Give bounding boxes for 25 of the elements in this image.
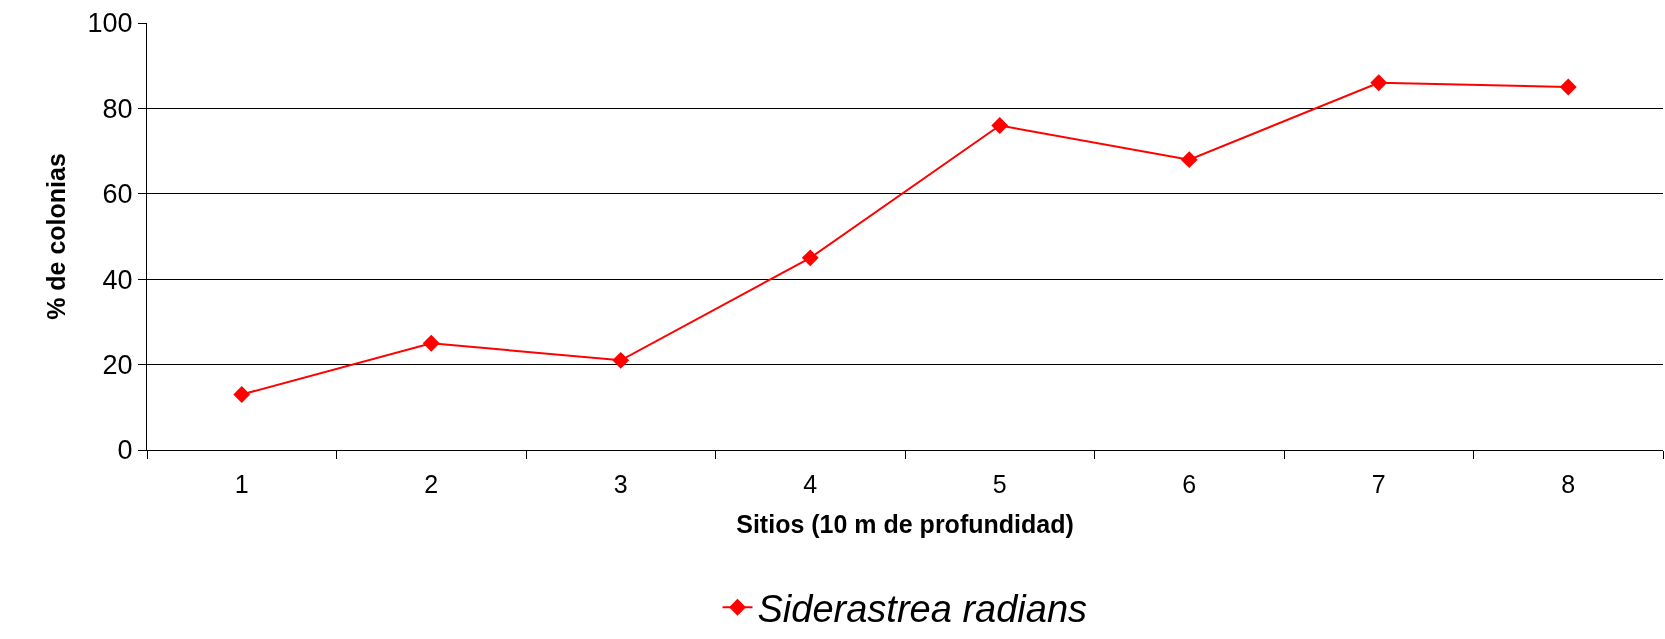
point — [991, 117, 1009, 134]
x-tick-label: 2 — [424, 470, 439, 498]
x-axis-title: Sitios (10 m de profundidad) — [736, 510, 1074, 538]
y-tick-label: 80 — [102, 93, 133, 124]
point — [422, 334, 440, 352]
x-tick-label: 6 — [1182, 470, 1197, 498]
x-tick-label: 1 — [234, 470, 249, 498]
y-tick-label: 60 — [102, 179, 133, 210]
point — [1559, 78, 1577, 96]
y-tick-label: 40 — [102, 264, 133, 295]
point — [1370, 74, 1388, 92]
x-tick-label: 4 — [803, 470, 818, 498]
x-tick-label: 3 — [613, 470, 628, 498]
y-tick-label: 100 — [87, 8, 133, 39]
x-tick-label: 7 — [1371, 470, 1386, 498]
point — [612, 351, 630, 369]
point — [801, 249, 819, 267]
point — [1180, 151, 1198, 169]
legend-label: Siderastrea radians — [757, 588, 1088, 631]
point — [233, 386, 251, 403]
x-tick-label: 5 — [992, 470, 1007, 498]
x-tick-label: 8 — [1561, 470, 1576, 498]
y-tick-label: 20 — [102, 350, 133, 381]
y-axis-title: % de colonias — [42, 153, 71, 320]
y-tick-label: 0 — [117, 435, 133, 466]
